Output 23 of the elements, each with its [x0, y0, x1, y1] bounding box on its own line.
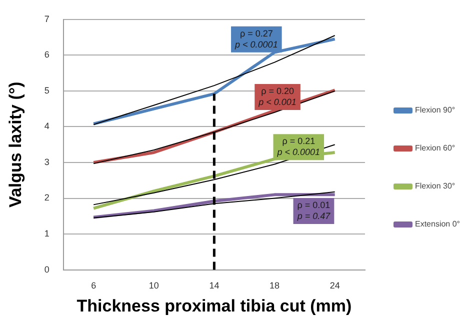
y-tick-label: 3	[44, 156, 50, 167]
annotation: ρ = 0.20 p < 0.001	[258, 86, 296, 108]
legend-label: Flexion 60°	[414, 144, 456, 153]
y-tick-label: 0	[44, 264, 50, 274]
y-tick-label: 1	[44, 228, 50, 239]
x-tick-label: 14	[209, 280, 220, 291]
annotation: ρ = 0.01 p = 0.47	[296, 200, 332, 221]
legend-label: Flexion 90°	[414, 106, 456, 115]
x-tick-label: 10	[148, 280, 159, 291]
y-axis-title: Valgus laxity (°)	[6, 82, 25, 208]
x-axis-title: Thickness proximal tibia cut (mm)	[76, 296, 352, 316]
y-tick-label: 5	[44, 85, 50, 96]
y-tick-label: 7	[44, 14, 50, 24]
x-tick-label: 24	[330, 280, 340, 291]
legend-label: Flexion 30°	[414, 182, 456, 191]
y-tick-label: 6	[44, 50, 50, 60]
y-tick-label: 4	[44, 121, 50, 132]
x-tick-label: 18	[270, 280, 280, 291]
annotation: ρ = 0.21 p < 0.0001	[276, 136, 320, 158]
annotation: ρ = 0.27 p < 0.0001	[234, 28, 278, 50]
y-tick-label: 2	[44, 192, 50, 203]
legend-label: Extension 0°	[414, 220, 460, 229]
x-tick-label: 6	[91, 280, 96, 291]
